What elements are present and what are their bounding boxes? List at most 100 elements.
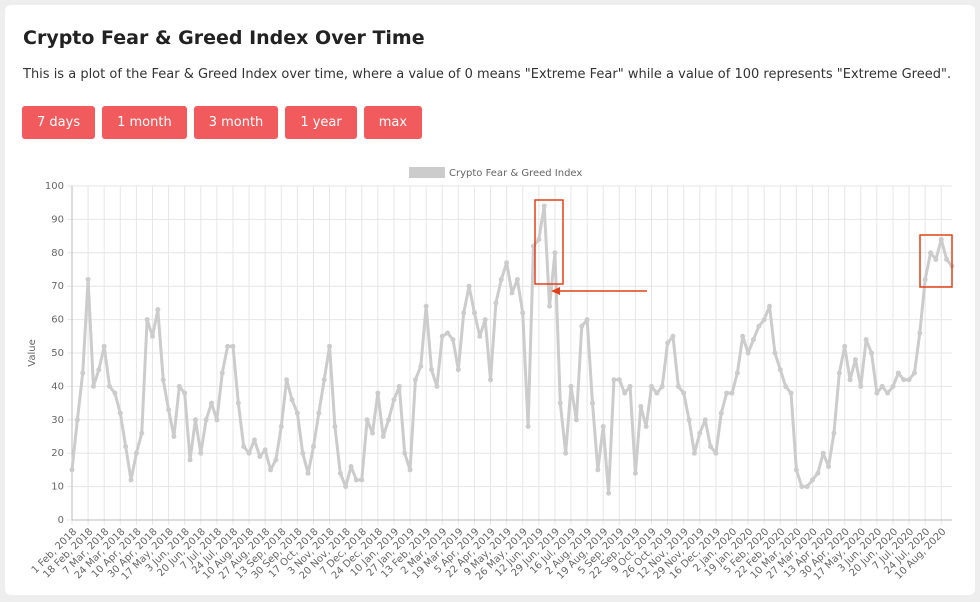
data-point (380, 434, 386, 439)
data-point (563, 450, 569, 456)
data-point (729, 390, 735, 396)
y-tick-label: 60 (51, 315, 64, 326)
data-point (396, 383, 402, 389)
data-point (439, 333, 445, 339)
data-point (745, 350, 751, 356)
data-point (767, 303, 773, 309)
y-tick-label: 80 (51, 248, 64, 259)
data-point (901, 377, 907, 383)
data-point (117, 410, 123, 416)
data-point (455, 367, 461, 373)
data-point (649, 383, 655, 389)
data-point (568, 383, 574, 389)
data-point (761, 317, 767, 323)
data-point (809, 477, 815, 483)
data-point (573, 417, 579, 423)
data-point (788, 390, 794, 396)
data-point (246, 450, 252, 456)
data-point (820, 450, 826, 456)
data-point (96, 367, 102, 373)
data-point (863, 337, 869, 343)
data-point (182, 390, 188, 396)
data-point (482, 317, 488, 323)
data-point (772, 350, 778, 356)
range-button[interactable]: 3 month (193, 106, 279, 139)
y-tick-label: 70 (51, 281, 64, 292)
range-button[interactable]: 1 year (285, 106, 357, 139)
data-point (155, 307, 161, 313)
data-point (386, 417, 392, 423)
data-point (514, 277, 520, 283)
data-point (740, 333, 746, 339)
data-point (101, 343, 107, 349)
data-point (874, 390, 880, 396)
data-point (74, 417, 80, 423)
data-point (412, 377, 418, 383)
data-point (504, 260, 510, 266)
range-button[interactable]: 7 days (22, 106, 96, 139)
data-point (107, 383, 113, 389)
data-point (804, 484, 810, 490)
data-point (879, 383, 885, 389)
data-point (241, 444, 247, 450)
data-point (230, 343, 236, 349)
data-point (284, 377, 290, 383)
data-point (606, 490, 612, 496)
range-button[interactable]: 1 month (102, 106, 187, 139)
data-point (407, 467, 413, 473)
data-point (219, 370, 225, 376)
data-point (69, 467, 75, 473)
highlight-box (534, 199, 564, 285)
data-point (917, 330, 923, 336)
data-point (149, 333, 155, 339)
legend-swatch (409, 167, 445, 178)
y-axis-title: Value (27, 339, 38, 366)
y-tick-label: 90 (51, 214, 64, 225)
data-point (429, 367, 435, 373)
data-point (643, 423, 649, 429)
data-point (321, 377, 327, 383)
data-point (166, 407, 172, 413)
data-point (305, 470, 311, 476)
data-point (160, 377, 166, 383)
data-point (616, 377, 622, 383)
data-point (557, 400, 563, 406)
data-point (589, 400, 595, 406)
y-tick-label: 0 (58, 515, 64, 526)
data-point (906, 377, 912, 383)
data-point (144, 317, 150, 323)
range-button[interactable]: max (363, 106, 423, 139)
data-point (235, 400, 241, 406)
data-point (359, 477, 365, 483)
data-point (600, 423, 606, 429)
data-point (337, 470, 343, 476)
data-point (225, 343, 231, 349)
data-point (842, 343, 848, 349)
data-point (133, 450, 139, 456)
y-tick-label: 20 (51, 448, 64, 459)
data-point (584, 317, 590, 323)
data-point (890, 383, 896, 389)
data-point (209, 400, 215, 406)
data-point (477, 333, 483, 339)
description: This is a plot of the Fear & Greed Index… (23, 67, 952, 82)
data-point (622, 390, 628, 396)
data-point (724, 390, 730, 396)
page-title: Crypto Fear & Greed Index Over Time (23, 27, 425, 49)
data-point (171, 434, 177, 439)
data-point (826, 464, 832, 470)
annotations (534, 199, 953, 295)
y-tick-label: 40 (51, 381, 64, 392)
highlight-box (919, 234, 953, 288)
button-row: 7 days 1 month 3 month 1 year max (22, 106, 423, 139)
data-point (278, 423, 284, 429)
data-point (509, 290, 515, 296)
legend-label: Crypto Fear & Greed Index (449, 168, 582, 179)
data-point (831, 430, 837, 436)
data-point (665, 340, 671, 346)
data-point (198, 450, 204, 456)
data-point (123, 444, 129, 450)
y-tick-label: 50 (51, 348, 64, 359)
data-point (434, 383, 440, 389)
